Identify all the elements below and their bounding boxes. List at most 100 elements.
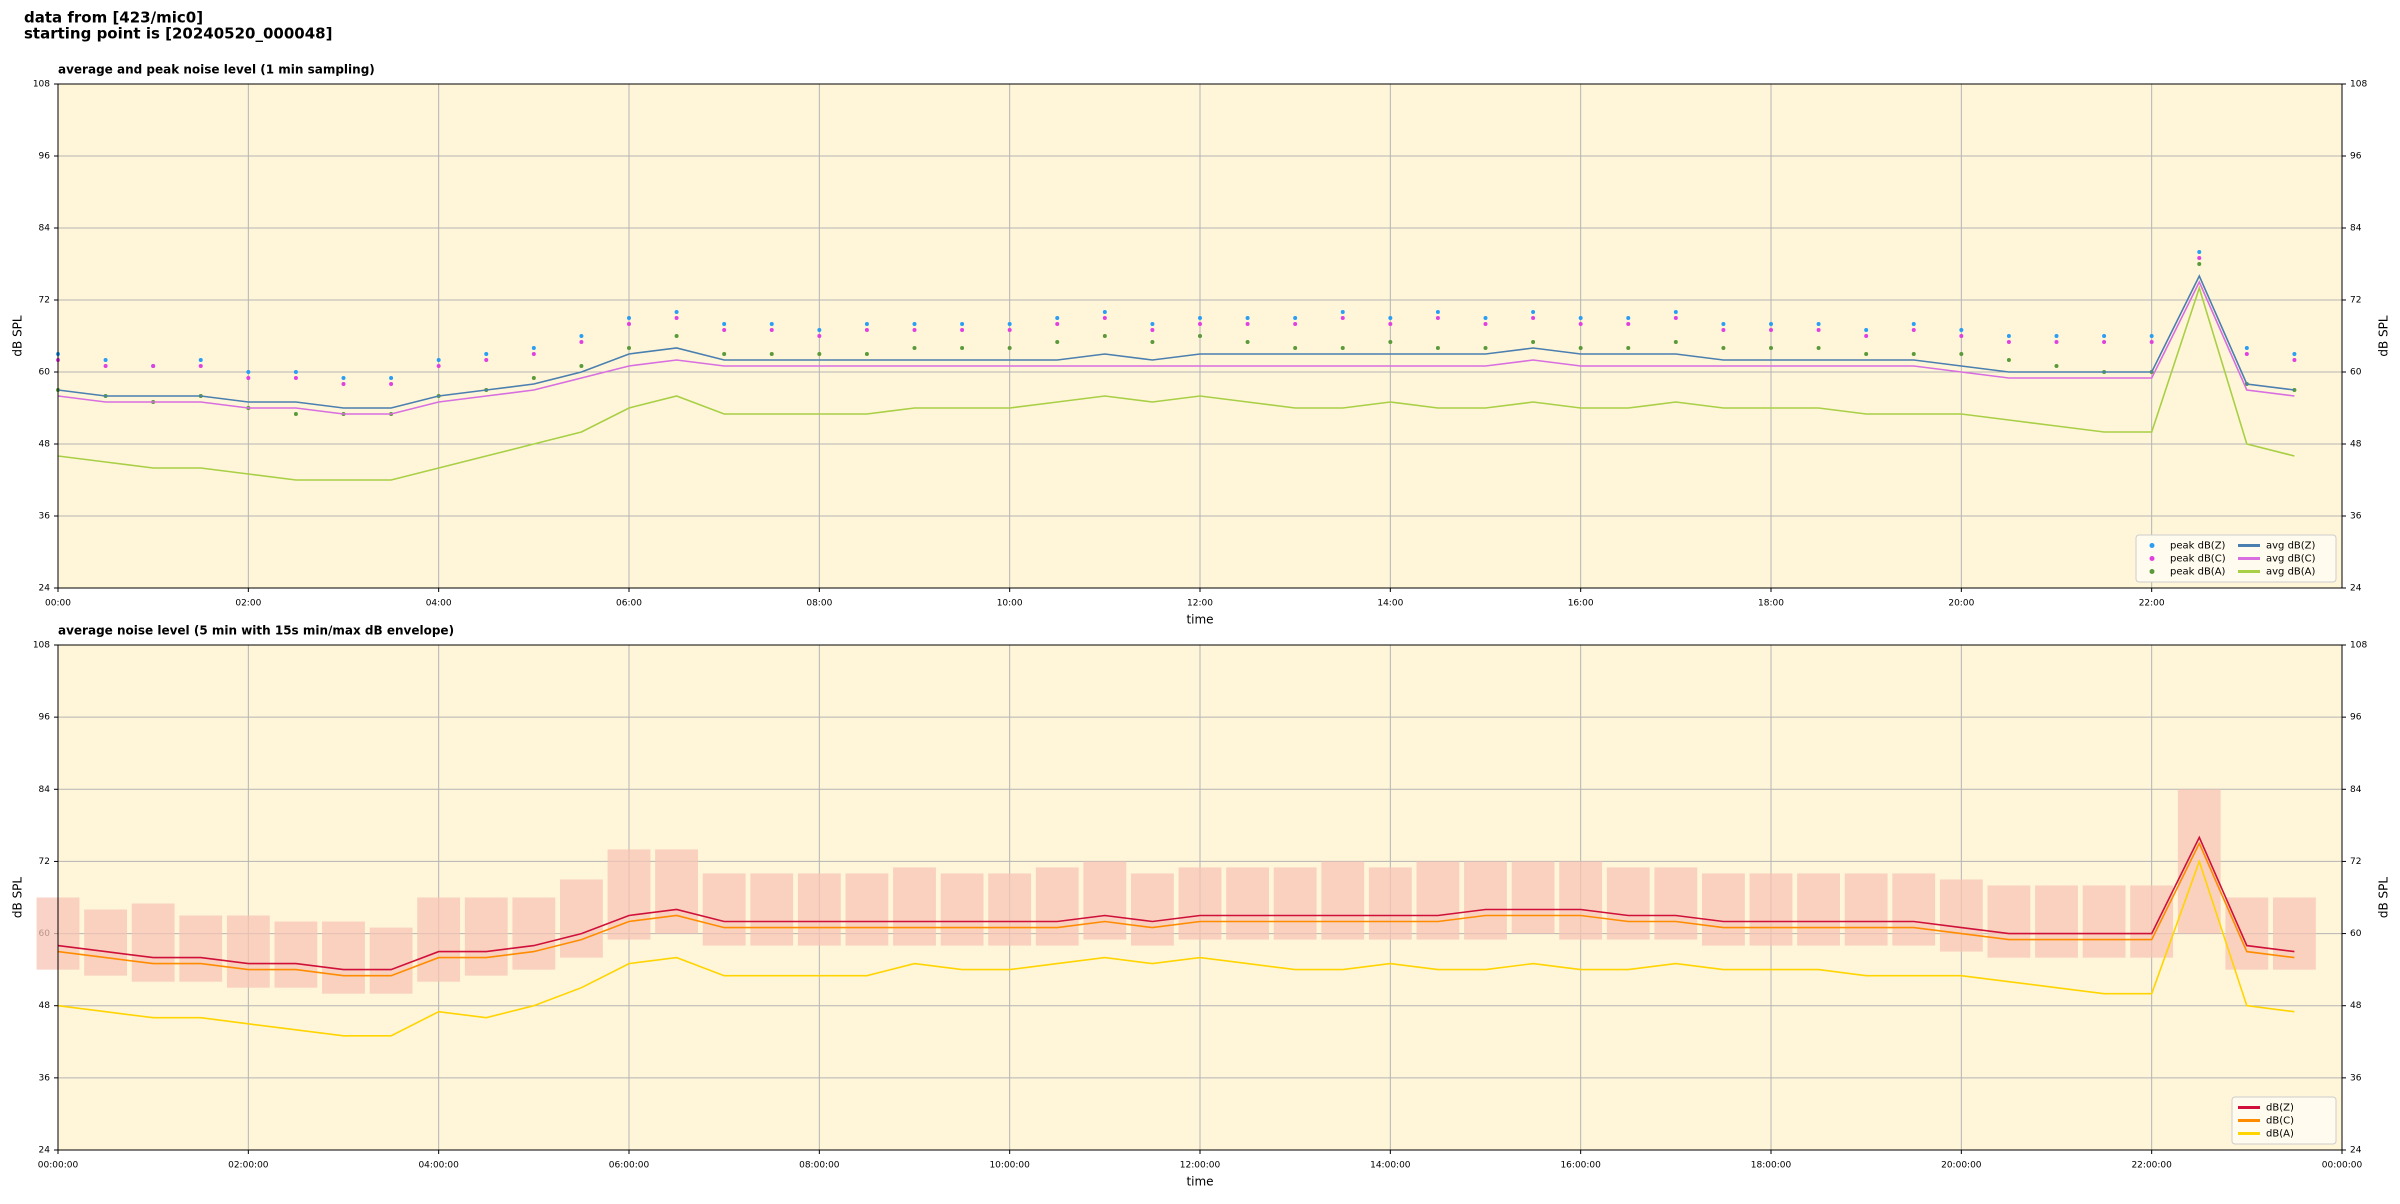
y-tick-label: 108 [33, 641, 50, 651]
peak-point [1531, 316, 1536, 320]
x-tick-label: 16:00:00 [1560, 1161, 1601, 1171]
envelope-bar [1939, 879, 1983, 952]
peak-point [2149, 340, 2154, 344]
y-tick-label: 96 [2350, 152, 2362, 162]
peak-point [1007, 328, 1012, 332]
envelope-bar [607, 849, 651, 940]
envelope-bar [1226, 867, 1269, 940]
peak-point [1864, 328, 1869, 332]
y-axis-label: dB SPL [2377, 315, 2391, 357]
series-line [57, 858, 2295, 1037]
peak-point [2054, 364, 2059, 368]
envelope-bar [1321, 861, 1365, 940]
peak-point [1483, 316, 1488, 320]
header-line: data from [423/mic0] [24, 9, 203, 27]
peak-point [769, 352, 774, 356]
x-tick-label: 20:00 [1948, 599, 1974, 609]
panel-title: average and peak noise level (1 min samp… [58, 63, 375, 77]
envelope-bar [464, 897, 508, 976]
y-tick-label: 24 [39, 1146, 51, 1156]
x-tick-label: 04:00 [426, 599, 452, 609]
peak-point [151, 364, 156, 368]
peak-point [769, 328, 774, 332]
x-tick-label: 14:00:00 [1370, 1161, 1411, 1171]
peak-point [484, 358, 489, 362]
envelope-bar [1702, 873, 1745, 946]
envelope-bar [226, 915, 270, 988]
peak-point [531, 376, 536, 380]
peak-point [2244, 346, 2249, 350]
series-line [57, 274, 2295, 409]
peak-point [912, 322, 917, 326]
peak-point [2054, 334, 2059, 338]
y-tick-label: 36 [39, 512, 51, 522]
y-tick-label: 24 [39, 584, 51, 594]
y-tick-label: 108 [2350, 641, 2367, 651]
peak-point [341, 382, 346, 386]
peak-point [1483, 322, 1488, 326]
peak-point [293, 370, 298, 374]
peak-point [960, 328, 965, 332]
peak-point [674, 310, 679, 314]
y-tick-label: 84 [39, 785, 51, 795]
envelope-bar [1178, 867, 1222, 940]
x-tick-label: 12:00:00 [1180, 1161, 1221, 1171]
peak-point [722, 328, 727, 332]
envelope-bar [2035, 885, 2078, 958]
x-tick-label: 02:00 [235, 599, 261, 609]
y-tick-label: 72 [39, 857, 50, 867]
y-tick-label: 96 [39, 152, 51, 162]
peak-point [2197, 262, 2202, 266]
y-axis-label: dB SPL [11, 877, 25, 919]
peak-point [2006, 334, 2011, 338]
peak-point [1769, 322, 1773, 326]
y-tick-label: 108 [2350, 80, 2367, 90]
peak-point [2197, 250, 2202, 254]
header-line: starting point is [20240520_000048] [24, 25, 332, 43]
peak-point [1293, 346, 1298, 350]
peak-point [531, 352, 536, 356]
peak-point [1721, 322, 1726, 326]
peak-point [674, 316, 679, 320]
envelope-bar [1416, 861, 1460, 940]
peak-point [1293, 322, 1298, 326]
peak-point [864, 322, 869, 326]
peak-point [912, 328, 917, 332]
peak-point [1959, 334, 1964, 338]
peak-point [2102, 334, 2107, 338]
peak-point [484, 352, 489, 356]
y-tick-label: 60 [2350, 929, 2362, 939]
legend-label: dB(C) [2266, 1116, 2294, 1127]
peak-point [1864, 352, 1869, 356]
peak-point [817, 352, 822, 356]
peak-point [1578, 316, 1583, 320]
y-tick-label: 48 [39, 1001, 51, 1011]
x-tick-label: 18:00 [1758, 599, 1784, 609]
legend-marker [2149, 543, 2155, 548]
envelope-bar [1511, 861, 1555, 934]
legend-marker [2149, 569, 2155, 574]
peak-point [1721, 328, 1726, 332]
envelope-bar [560, 879, 603, 958]
y-tick-label: 84 [2350, 224, 2362, 234]
peak-point [1578, 322, 1583, 326]
legend-label: peak dB(A) [2170, 567, 2226, 578]
peak-point [389, 382, 394, 386]
envelope-bar [1844, 873, 1888, 946]
peak-point [389, 376, 394, 380]
envelope-bar [1035, 867, 1079, 946]
peak-point [1150, 328, 1155, 332]
x-tick-label: 06:00:00 [609, 1161, 650, 1171]
y-tick-label: 72 [39, 296, 50, 306]
peak-point [769, 322, 774, 326]
y-axis-label: dB SPL [11, 315, 25, 357]
envelope-bar [702, 873, 746, 946]
legend-label: avg dB(A) [2266, 567, 2316, 578]
x-tick-label: 22:00 [2139, 599, 2165, 609]
peak-point [1911, 322, 1916, 326]
peak-point [1626, 322, 1631, 326]
y-tick-label: 72 [2350, 857, 2361, 867]
peak-point [817, 328, 822, 332]
x-tick-label: 08:00:00 [799, 1161, 840, 1171]
